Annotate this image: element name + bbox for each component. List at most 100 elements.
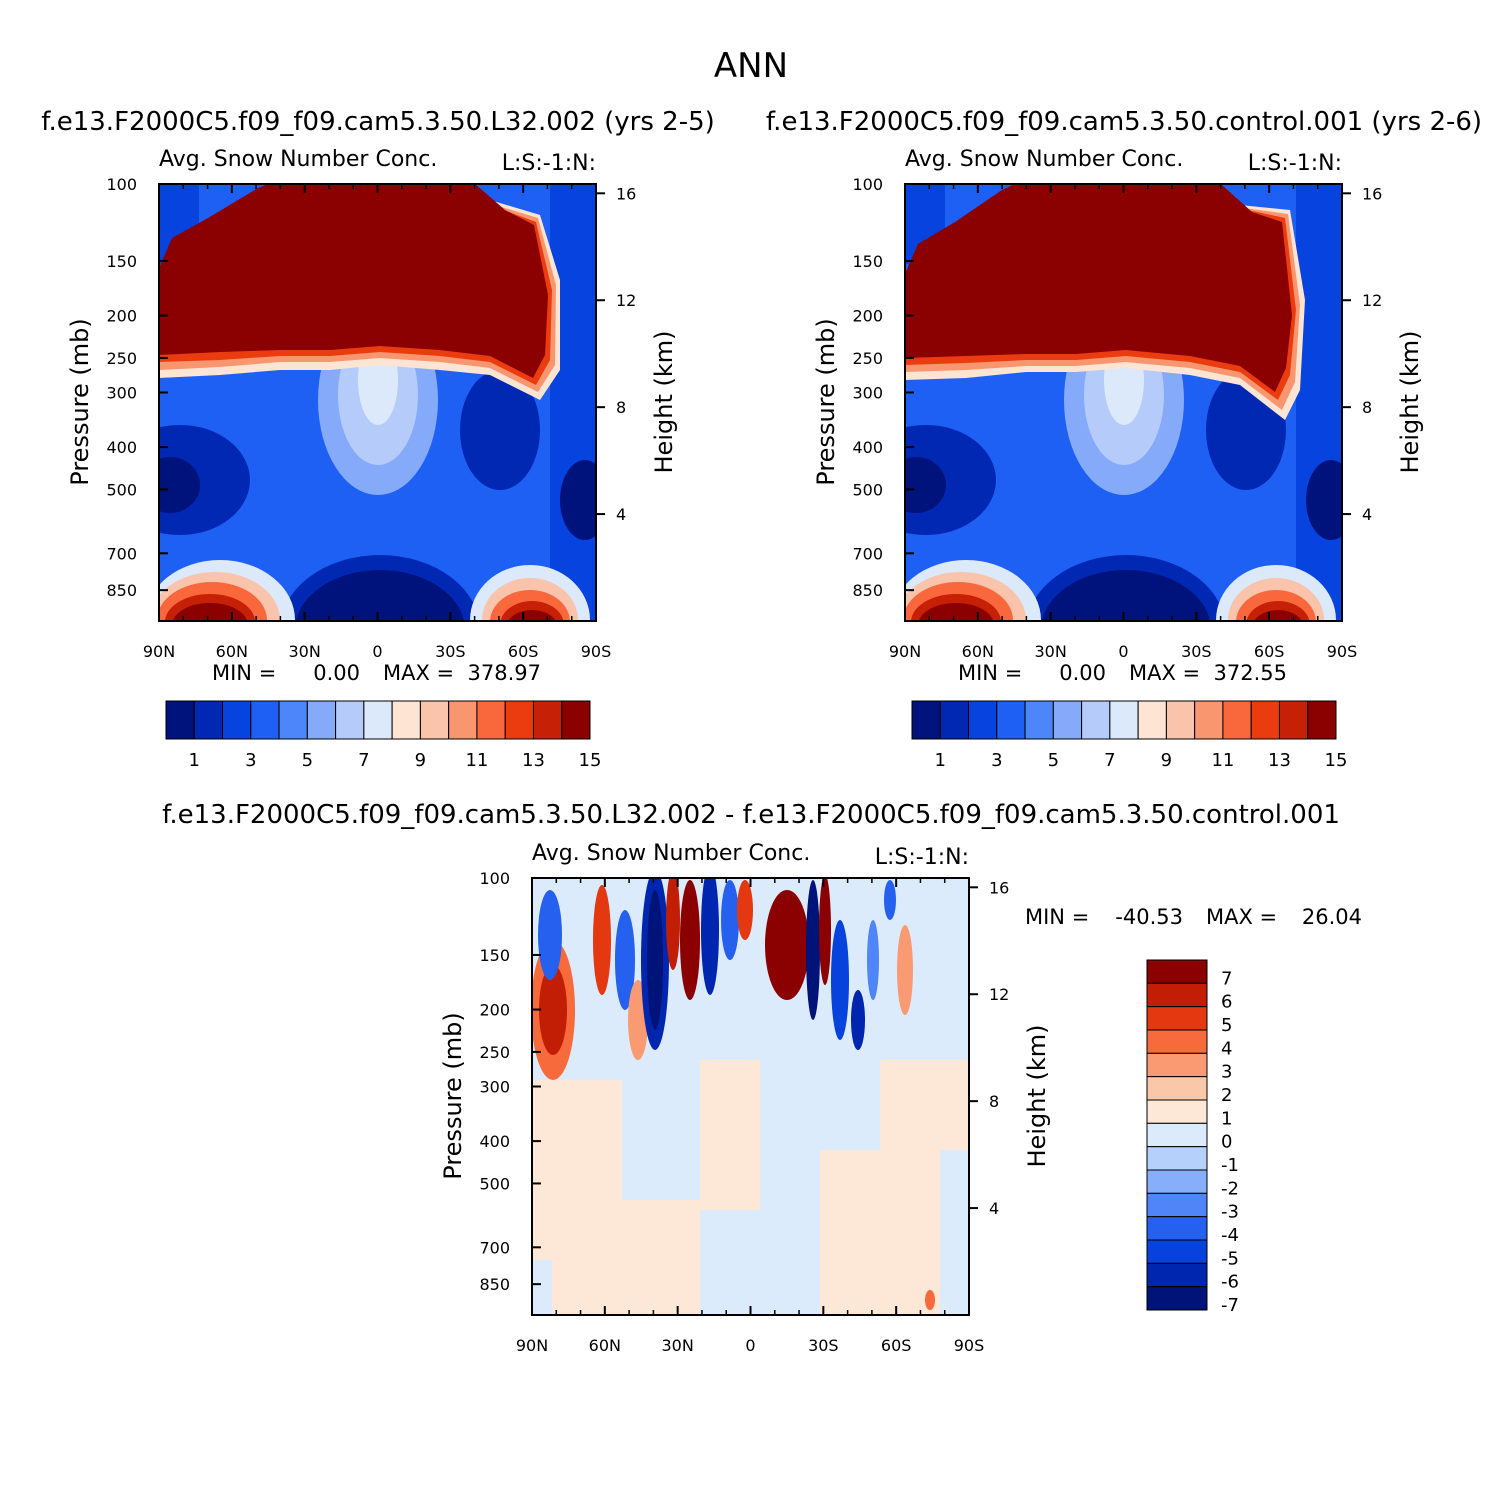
y2-tick-label: 8 [1362, 398, 1372, 417]
y-axis-label: Pressure (mb) [439, 1012, 467, 1179]
plot-label: L:S:-1:N: [502, 151, 596, 176]
field-layer [666, 878, 680, 970]
colorbar-box [1109, 700, 1139, 740]
y-tick-label: 250 [852, 349, 883, 368]
y-tick-label: 200 [479, 1001, 510, 1020]
colorbar-label: -2 [1221, 1178, 1239, 1199]
field-layer [615, 910, 635, 1010]
x-tick-label: 90S [1327, 642, 1358, 661]
y-tick-label: 300 [106, 384, 137, 403]
y2-tick-label: 12 [616, 291, 636, 310]
colorbar-box [1137, 700, 1167, 740]
colorbar-box [1250, 700, 1280, 740]
colorbar-label: 15 [1325, 750, 1348, 771]
colorbar-label: -4 [1221, 1225, 1239, 1246]
max-value: 378.97 [468, 661, 541, 685]
field-layer [897, 925, 913, 1015]
colorbar-label: 5 [1048, 750, 1059, 771]
heatmap-field [532, 878, 969, 1315]
colorbar-box [1146, 1076, 1208, 1101]
x-tick-label: 90N [889, 642, 921, 661]
colorbar-box [1146, 1239, 1208, 1264]
x-tick-label: 0 [745, 1336, 755, 1355]
colorbar-box [222, 700, 252, 740]
panel-difference: Avg. Snow Number Conc. L:S:-1:N: [439, 841, 1362, 1355]
field-layer [851, 990, 865, 1050]
colorbar-box [448, 700, 478, 740]
figure-title: ANN [714, 46, 788, 86]
colorbar-label: 1 [935, 750, 946, 771]
y2-tick-label: 8 [989, 1092, 999, 1111]
colorbar-box [1165, 700, 1196, 740]
colorbar-box [1194, 700, 1224, 740]
y2-tick-label: 16 [1362, 184, 1382, 203]
field-layer [1254, 610, 1302, 621]
y-tick-label: 500 [106, 480, 137, 499]
y2-axis-label: Height (km) [1023, 1025, 1051, 1168]
y-axis-label: Pressure (mb) [66, 318, 94, 485]
heatmap-field [905, 184, 1342, 621]
colorbar-label: 11 [465, 750, 488, 771]
colorbar-label: -1 [1221, 1155, 1239, 1176]
colorbar-box [1146, 1216, 1208, 1241]
colorbar-box [306, 700, 337, 740]
field-layer [867, 920, 879, 1000]
panel-right: Avg. Snow Number Conc. L:S:-1:N: [812, 147, 1424, 771]
plot-title: Avg. Snow Number Conc. [532, 841, 810, 866]
colorbar-box [504, 700, 534, 740]
colorbar-box [1146, 1286, 1208, 1311]
field-layer [884, 880, 896, 920]
colorbar-box [1146, 982, 1208, 1008]
colorbar-box [1146, 1099, 1208, 1124]
max-label: MAX = [1129, 661, 1200, 685]
colorbar-label: 2 [1221, 1085, 1232, 1106]
y-tick-label: 150 [479, 946, 510, 965]
colorbar-label: 3 [245, 750, 256, 771]
x-tick-label: 60S [508, 642, 539, 661]
case-title-left: f.e13.F2000C5.f09_f09.cam5.3.50.L32.002 … [41, 107, 715, 137]
min-value: 0.00 [313, 661, 360, 685]
y-tick-label: 850 [479, 1275, 510, 1294]
colorbar-box [1307, 700, 1337, 740]
colorbar-box [419, 700, 450, 740]
x-tick-label: 0 [1118, 642, 1128, 661]
field-layer [620, 1200, 700, 1315]
colorbar-box [1146, 1192, 1208, 1218]
y2-tick-label: 16 [616, 184, 636, 203]
colorbar-box [1222, 700, 1252, 740]
min-label: MIN = [1025, 905, 1089, 929]
colorbar-label: 11 [1211, 750, 1234, 771]
panel-left: Avg. Snow Number Conc. L:S:-1:N: [66, 147, 678, 771]
colorbar-label: 3 [991, 750, 1002, 771]
y-tick-label: 250 [106, 349, 137, 368]
x-tick-label: 60N [962, 642, 994, 661]
min-label: MIN = [958, 661, 1022, 685]
field-layer [172, 603, 248, 621]
colorbar-box [335, 700, 365, 740]
colorbar-label: 1 [1221, 1108, 1232, 1129]
colorbar-box [1052, 700, 1083, 740]
y-tick-label: 700 [106, 544, 137, 563]
axes-ticks: 90N 60N 30N 0 30S 60S 90S 100 150 200 250 300 400 500… [106, 175, 636, 661]
y-axis-label: Pressure (mb) [812, 318, 840, 485]
y2-tick-label: 4 [616, 505, 626, 524]
y-tick-label: 150 [852, 252, 883, 271]
colorbar-label: -5 [1221, 1248, 1239, 1269]
x-tick-label: 90N [143, 642, 175, 661]
y-tick-label: 200 [852, 307, 883, 326]
y2-tick-label: 12 [1362, 291, 1382, 310]
colorbar-box [561, 700, 591, 740]
min-value: -40.53 [1115, 905, 1183, 929]
case-title-right: f.e13.F2000C5.f09_f09.cam5.3.50.control.… [766, 107, 1482, 137]
colorbar-label: 1 [189, 750, 200, 771]
x-tick-label: 90S [954, 1336, 985, 1355]
field-layer [550, 184, 596, 621]
field-layer [680, 880, 700, 1000]
y-tick-label: 250 [479, 1043, 510, 1062]
colorbar-box [1146, 1169, 1208, 1194]
field-layer [647, 890, 663, 1030]
colorbar-label: 3 [1221, 1062, 1232, 1083]
y-tick-label: 500 [852, 480, 883, 499]
colorbar-box [250, 700, 280, 740]
field-layer [820, 1150, 940, 1315]
